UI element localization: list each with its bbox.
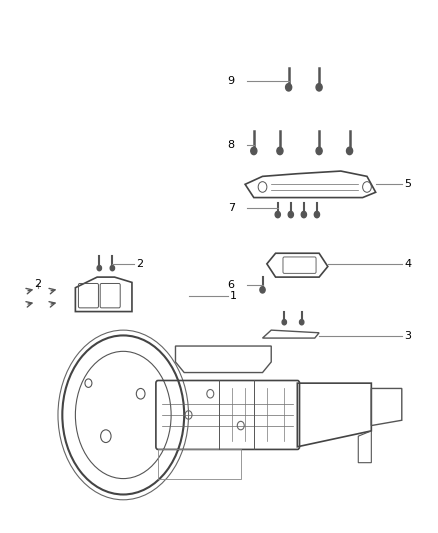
Circle shape	[260, 287, 265, 293]
Text: 3: 3	[404, 332, 411, 342]
Text: 5: 5	[404, 179, 411, 189]
Circle shape	[314, 212, 320, 217]
Circle shape	[97, 265, 102, 271]
Circle shape	[316, 147, 322, 155]
Text: 2: 2	[34, 279, 41, 289]
Text: 8: 8	[228, 140, 235, 150]
Text: 9: 9	[228, 76, 235, 86]
Text: 7: 7	[228, 203, 235, 213]
Circle shape	[301, 212, 307, 217]
Circle shape	[346, 147, 353, 155]
Circle shape	[288, 212, 293, 217]
Circle shape	[316, 84, 322, 91]
Text: 6: 6	[228, 280, 235, 290]
Text: 4: 4	[404, 259, 411, 269]
Text: 1: 1	[230, 290, 237, 301]
Circle shape	[300, 319, 304, 325]
Circle shape	[110, 265, 115, 271]
Text: 2: 2	[136, 259, 143, 269]
Circle shape	[286, 84, 292, 91]
Circle shape	[277, 147, 283, 155]
Circle shape	[282, 319, 286, 325]
Circle shape	[275, 212, 280, 217]
Circle shape	[251, 147, 257, 155]
